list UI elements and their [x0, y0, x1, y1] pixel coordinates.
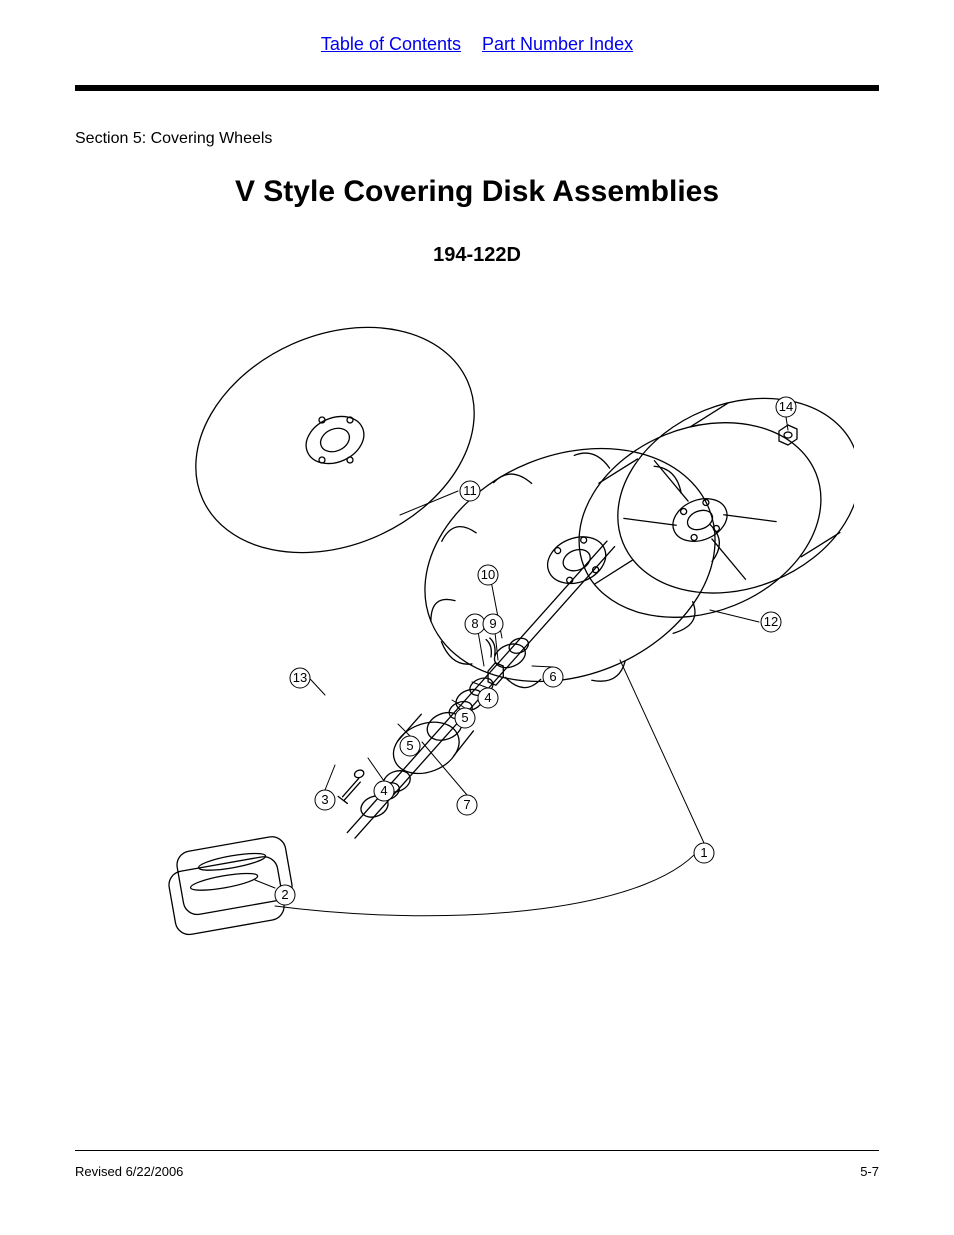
revised-date: Revised 6/22/2006 — [75, 1164, 183, 1179]
exploded-diagram: 123445567891011121314 — [100, 290, 854, 990]
callout-8: 8 — [465, 614, 485, 634]
callout-6: 6 — [543, 667, 563, 687]
svg-text:9: 9 — [489, 616, 496, 631]
svg-text:5: 5 — [461, 710, 468, 725]
svg-text:4: 4 — [380, 783, 387, 798]
nav-links: Table of Contents Part Number Index — [0, 34, 954, 55]
svg-text:7: 7 — [463, 797, 470, 812]
callout-5: 5 — [400, 736, 420, 756]
callout-12: 12 — [761, 612, 781, 632]
callout-7: 7 — [457, 795, 477, 815]
callout-4: 4 — [478, 688, 498, 708]
callout-3: 3 — [315, 790, 335, 810]
section-label: Section 5: Covering Wheels — [75, 130, 272, 148]
part-number: 194-122D — [0, 244, 954, 267]
svg-text:8: 8 — [471, 616, 478, 631]
svg-text:6: 6 — [549, 669, 556, 684]
svg-text:10: 10 — [481, 567, 495, 582]
callout-14: 14 — [776, 397, 796, 417]
page-title: V Style Covering Disk Assemblies — [0, 175, 954, 209]
index-link[interactable]: Part Number Index — [482, 34, 633, 54]
callout-2: 2 — [275, 885, 295, 905]
callout-1: 1 — [694, 843, 714, 863]
page-number: 5-7 — [860, 1164, 879, 1179]
callout-11: 11 — [460, 481, 480, 501]
header-divider — [75, 85, 879, 91]
callout-10: 10 — [478, 565, 498, 585]
svg-text:13: 13 — [293, 670, 307, 685]
svg-text:11: 11 — [463, 483, 477, 498]
svg-text:5: 5 — [406, 738, 413, 753]
svg-text:2: 2 — [281, 887, 288, 902]
callout-9: 9 — [483, 614, 503, 634]
toc-link[interactable]: Table of Contents — [321, 34, 461, 54]
svg-text:12: 12 — [764, 614, 778, 629]
svg-text:14: 14 — [779, 399, 793, 414]
callout-5: 5 — [455, 708, 475, 728]
svg-text:1: 1 — [700, 845, 707, 860]
footer-divider — [75, 1150, 879, 1151]
callout-13: 13 — [290, 668, 310, 688]
callout-4: 4 — [374, 781, 394, 801]
svg-text:3: 3 — [321, 792, 328, 807]
svg-text:4: 4 — [484, 690, 491, 705]
